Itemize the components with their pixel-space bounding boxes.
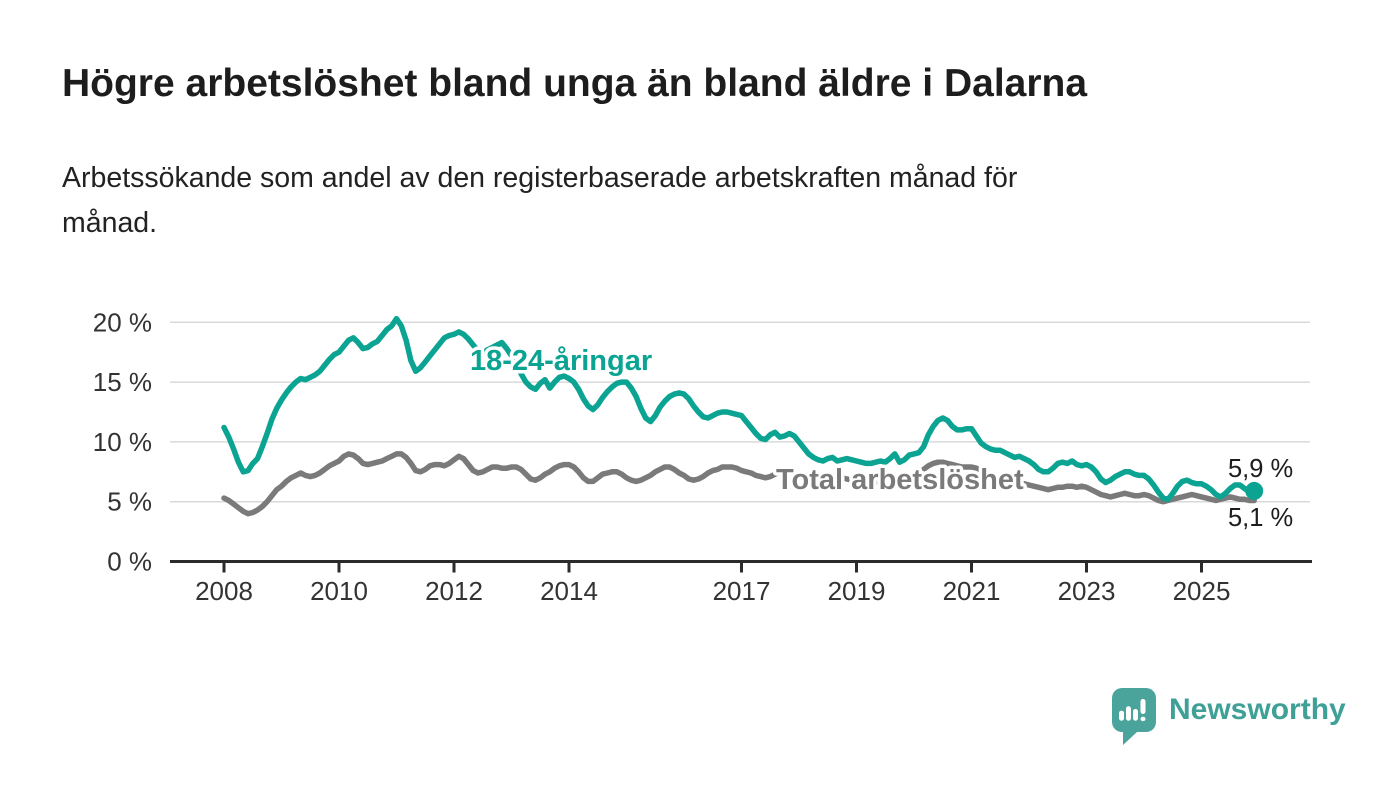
series-label-total: Total arbetslöshet	[776, 464, 1024, 496]
end-value-label-youth-18-24: 5,9 %	[1228, 455, 1293, 483]
chart-subtitle: Arbetssökande som andel av den registerb…	[62, 156, 1322, 246]
logo-bar-1	[1119, 710, 1124, 721]
y-axis-label-0pct: 0 %	[107, 547, 152, 577]
x-axis-label-2017: 2017	[713, 576, 771, 606]
y-axis-label-20pct: 20 %	[93, 307, 152, 337]
x-axis-label-2021: 2021	[943, 576, 1001, 606]
x-axis-label-2023: 2023	[1058, 576, 1116, 606]
subtitle-line-2: månad.	[62, 207, 158, 239]
newsworthy-branding: Newsworthy	[1111, 687, 1346, 747]
x-axis-label-2010: 2010	[310, 576, 368, 606]
series-end-dot-youth-18-24	[1245, 481, 1264, 500]
y-axis-label-15pct: 15 %	[93, 367, 152, 397]
x-axis-label-2014: 2014	[540, 576, 598, 606]
logo-exclamation-dot	[1140, 716, 1146, 722]
newsworthy-logo-icon	[1112, 688, 1156, 745]
series-label-youth-18-24: 18-24-åringar	[470, 345, 652, 377]
series-line-total	[221, 451, 1257, 517]
x-axis-label-2008: 2008	[195, 576, 253, 606]
page-title: Högre arbetslöshet bland unga än bland ä…	[62, 62, 1088, 105]
logo-bar-3	[1133, 709, 1138, 721]
logo-bar-2	[1126, 706, 1131, 721]
y-axis-label-10pct: 10 %	[93, 427, 152, 457]
y-axis-label-5pct: 5 %	[107, 487, 152, 517]
logo-exclamation-bar	[1140, 699, 1146, 714]
x-axis-label-2019: 2019	[828, 576, 886, 606]
series-line-youth-18-24	[221, 315, 1257, 503]
end-value-label-total: 5,1 %	[1228, 504, 1293, 532]
x-axis-label-2012: 2012	[425, 576, 483, 606]
subtitle-line-1: Arbetssökande som andel av den registerb…	[62, 162, 1018, 194]
newsworthy-wordmark: Newsworthy	[1169, 693, 1346, 726]
x-axis-label-2025: 2025	[1173, 576, 1231, 606]
